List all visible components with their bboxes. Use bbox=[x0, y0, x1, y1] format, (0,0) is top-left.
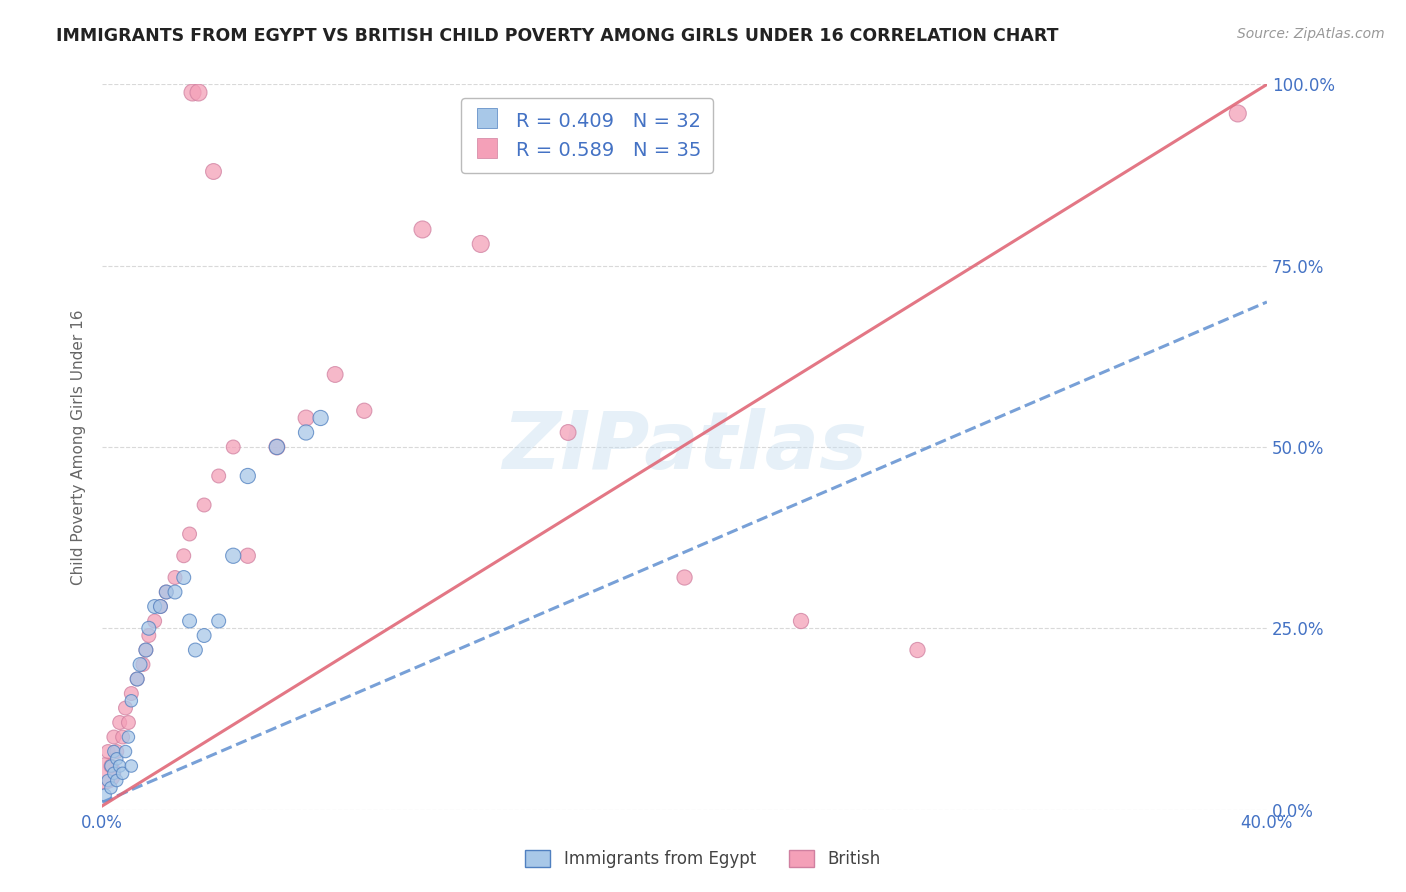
Point bbox=[138, 628, 160, 642]
Point bbox=[149, 599, 172, 614]
Point bbox=[117, 730, 139, 744]
Point bbox=[557, 425, 579, 440]
Point bbox=[127, 672, 149, 686]
Point bbox=[236, 549, 259, 563]
Point bbox=[266, 440, 288, 454]
Point bbox=[309, 411, 332, 425]
Point bbox=[222, 549, 245, 563]
Point bbox=[187, 85, 209, 99]
Point bbox=[108, 715, 131, 730]
Text: IMMIGRANTS FROM EGYPT VS BRITISH CHILD POVERTY AMONG GIRLS UNDER 16 CORRELATION : IMMIGRANTS FROM EGYPT VS BRITISH CHILD P… bbox=[56, 27, 1059, 45]
Point bbox=[114, 745, 136, 759]
Point bbox=[120, 759, 142, 773]
Point bbox=[111, 766, 134, 780]
Point bbox=[411, 222, 433, 236]
Point bbox=[132, 657, 155, 672]
Point bbox=[100, 759, 122, 773]
Point bbox=[103, 745, 125, 759]
Point bbox=[117, 715, 139, 730]
Point bbox=[163, 570, 186, 584]
Point bbox=[184, 643, 207, 657]
Point bbox=[100, 759, 122, 773]
Point bbox=[1226, 106, 1249, 120]
Point bbox=[181, 85, 204, 99]
Point bbox=[100, 780, 122, 795]
Point bbox=[470, 236, 492, 251]
Point bbox=[353, 403, 375, 417]
Point bbox=[173, 570, 195, 584]
Point bbox=[173, 549, 195, 563]
Point bbox=[208, 469, 231, 483]
Point bbox=[295, 411, 318, 425]
Point bbox=[127, 672, 149, 686]
Legend: R = 0.409   N = 32, R = 0.589   N = 35: R = 0.409 N = 32, R = 0.589 N = 35 bbox=[461, 98, 713, 173]
Point bbox=[790, 614, 813, 628]
Point bbox=[105, 752, 128, 766]
Point bbox=[105, 773, 128, 788]
Point bbox=[111, 730, 134, 744]
Point bbox=[94, 766, 117, 780]
Point bbox=[135, 643, 157, 657]
Point bbox=[103, 730, 125, 744]
Legend: Immigrants from Egypt, British: Immigrants from Egypt, British bbox=[519, 843, 887, 875]
Point bbox=[236, 469, 259, 483]
Text: ZIPatlas: ZIPatlas bbox=[502, 408, 868, 486]
Point bbox=[222, 440, 245, 454]
Point bbox=[179, 614, 201, 628]
Point bbox=[97, 745, 120, 759]
Point bbox=[103, 766, 125, 780]
Point bbox=[114, 701, 136, 715]
Point bbox=[105, 745, 128, 759]
Y-axis label: Child Poverty Among Girls Under 16: Child Poverty Among Girls Under 16 bbox=[72, 310, 86, 585]
Point bbox=[323, 368, 346, 382]
Point bbox=[163, 585, 186, 599]
Point bbox=[201, 164, 224, 178]
Point bbox=[907, 643, 929, 657]
Point bbox=[138, 621, 160, 635]
Point bbox=[143, 614, 166, 628]
Point bbox=[108, 759, 131, 773]
Point bbox=[155, 585, 177, 599]
Text: Source: ZipAtlas.com: Source: ZipAtlas.com bbox=[1237, 27, 1385, 41]
Point bbox=[193, 498, 215, 512]
Point bbox=[120, 694, 142, 708]
Point bbox=[129, 657, 152, 672]
Point bbox=[97, 773, 120, 788]
Point bbox=[120, 686, 142, 700]
Point bbox=[179, 527, 201, 541]
Point bbox=[149, 599, 172, 614]
Point bbox=[94, 788, 117, 802]
Point bbox=[673, 570, 696, 584]
Point bbox=[295, 425, 318, 440]
Point bbox=[135, 643, 157, 657]
Point bbox=[266, 440, 288, 454]
Point bbox=[193, 628, 215, 642]
Point bbox=[208, 614, 231, 628]
Point bbox=[155, 585, 177, 599]
Point bbox=[143, 599, 166, 614]
